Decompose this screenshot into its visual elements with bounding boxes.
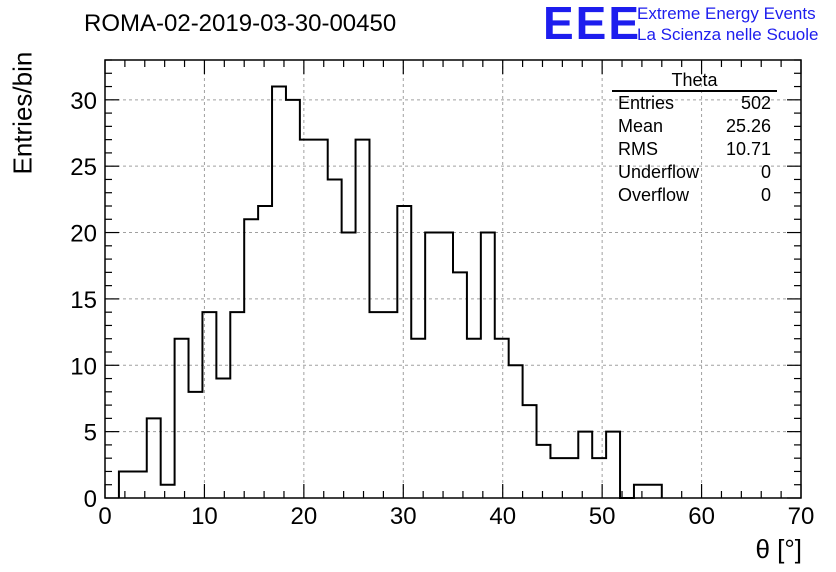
stats-value: 0: [760, 162, 771, 182]
stats-label: Overflow: [618, 185, 690, 205]
stats-label: RMS: [618, 139, 658, 159]
histogram-bin: [383, 312, 397, 498]
chart-title: ROMA-02-2019-03-30-00450: [84, 10, 397, 37]
histogram-bin: [648, 485, 662, 498]
histogram-bin: [216, 379, 230, 498]
histogram-bin: [397, 206, 411, 498]
histogram-bin: [147, 418, 161, 498]
histogram-bin: [606, 432, 620, 498]
y-tick-label: 0: [84, 486, 97, 513]
x-tick-label: 10: [191, 503, 218, 530]
histogram-bin: [564, 458, 578, 498]
histogram-bin: [523, 405, 537, 498]
stats-value: 25.26: [725, 116, 771, 136]
histogram-series: [117, 85, 663, 499]
eee-logo: EEE: [543, 0, 642, 49]
histogram-bin: [592, 458, 606, 498]
y-tick-label: 5: [84, 420, 97, 447]
y-tick-label: 20: [70, 221, 97, 248]
x-axis-label: θ [°]: [755, 534, 802, 564]
histogram-bin: [230, 312, 244, 498]
histogram-bin: [356, 140, 370, 498]
histogram-bin: [244, 219, 258, 498]
x-tick-label: 60: [688, 503, 715, 530]
stats-row: Underflow 0: [612, 161, 777, 184]
x-tick-label: 0: [98, 503, 111, 530]
histogram-bin: [634, 485, 648, 498]
stats-box: Theta Entries 502 Mean 25.26 RMS 10.71 U…: [612, 71, 777, 207]
histogram-bin: [300, 140, 314, 498]
histogram-bin: [411, 339, 425, 498]
stats-label: Mean: [618, 116, 664, 136]
x-tick-label: 30: [390, 503, 417, 530]
histogram-outline: [117, 85, 663, 499]
axes: 0 10 20 30 40 50 60 70 0 5 10 15 20 25 30: [70, 59, 815, 530]
y-tick-label: 30: [70, 88, 97, 115]
histogram-bin: [481, 233, 495, 498]
y-tick-label: 15: [70, 287, 97, 314]
logo-caption-line2: La Scienza nelle Scuole: [637, 25, 819, 44]
stats-value: 502: [740, 93, 771, 113]
histogram-bin: [314, 140, 328, 498]
histogram-bin: [119, 471, 133, 498]
stats-row: RMS 10.71: [612, 138, 777, 161]
stats-row: Entries 502: [612, 92, 777, 115]
histogram-bin: [272, 87, 286, 498]
y-tick-label: 10: [70, 353, 97, 380]
stats-row: Mean 25.26: [612, 115, 777, 138]
logo-caption-line1: Extreme Energy Events: [637, 4, 816, 23]
stats-value: 0: [760, 185, 771, 205]
stats-label: Entries: [618, 93, 675, 113]
x-tick-label: 20: [291, 503, 318, 530]
histogram-bin: [328, 179, 342, 498]
histogram-bin: [537, 445, 551, 498]
stats-title: Theta: [612, 71, 777, 92]
histogram-bin: [189, 392, 203, 498]
histogram-bin: [578, 432, 592, 498]
logo-caption: Extreme Energy Events La Scienza nelle S…: [637, 3, 818, 45]
y-axis-label: Entries/bin: [7, 51, 38, 175]
x-tick-label: 70: [788, 503, 815, 530]
histogram-bin: [258, 206, 272, 498]
stats-row: Overflow 0: [612, 184, 777, 207]
stats-label: Underflow: [618, 162, 700, 182]
x-tick-label: 50: [589, 503, 616, 530]
x-tick-label: 40: [489, 503, 516, 530]
histogram-bin: [175, 339, 189, 498]
histogram-bin: [495, 339, 509, 498]
histogram-bin: [161, 485, 175, 498]
histogram-bin: [369, 312, 383, 498]
histogram-bin: [467, 339, 481, 498]
histogram-bin: [453, 272, 467, 498]
plot-frame: [104, 59, 802, 499]
stats-value: 10.71: [725, 139, 771, 159]
y-tick-label: 25: [70, 154, 97, 181]
